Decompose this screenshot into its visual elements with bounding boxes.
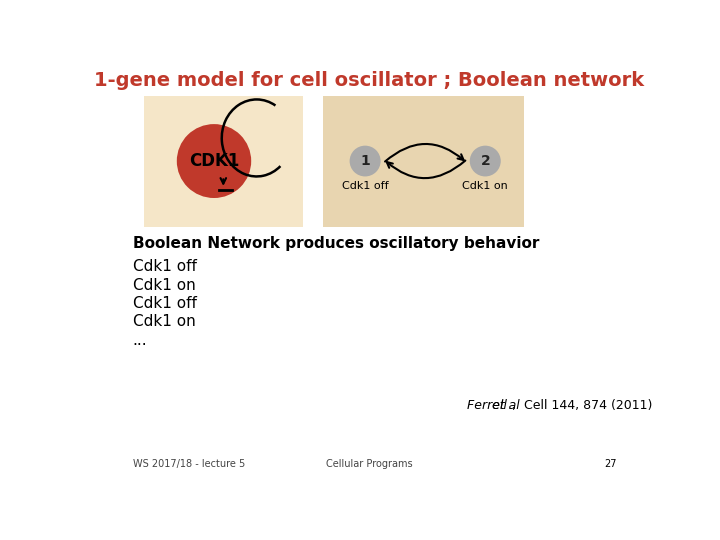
Text: Cdk1 off: Cdk1 off	[132, 259, 197, 274]
Text: Cdk1 on: Cdk1 on	[132, 278, 195, 293]
FancyBboxPatch shape	[323, 96, 524, 226]
Text: WS 2017/18 - lecture 5: WS 2017/18 - lecture 5	[132, 458, 245, 469]
Text: 1-gene model for cell oscillator ; Boolean network: 1-gene model for cell oscillator ; Boole…	[94, 71, 644, 90]
Text: Cdk1 off: Cdk1 off	[342, 181, 388, 192]
Text: 1: 1	[360, 154, 370, 168]
Text: 27: 27	[605, 458, 617, 469]
Circle shape	[350, 146, 381, 177]
Text: Cdk1 on: Cdk1 on	[462, 181, 508, 192]
Text: Cdk1 off: Cdk1 off	[132, 296, 197, 311]
FancyBboxPatch shape	[144, 96, 303, 226]
Text: et al: et al	[492, 399, 520, 411]
Text: Ferrell: Ferrell	[467, 399, 511, 411]
Text: Cdk1 on: Cdk1 on	[132, 314, 195, 329]
Circle shape	[469, 146, 500, 177]
Text: 2: 2	[480, 154, 490, 168]
Text: Boolean Network produces oscillatory behavior: Boolean Network produces oscillatory beh…	[132, 236, 539, 251]
Text: Cellular Programs: Cellular Programs	[325, 458, 413, 469]
Circle shape	[177, 124, 251, 198]
Text: ...: ...	[132, 333, 148, 348]
Text: .,  Cell 144, 874 (2011): ., Cell 144, 874 (2011)	[508, 399, 653, 411]
Text: CDK1: CDK1	[189, 152, 239, 170]
